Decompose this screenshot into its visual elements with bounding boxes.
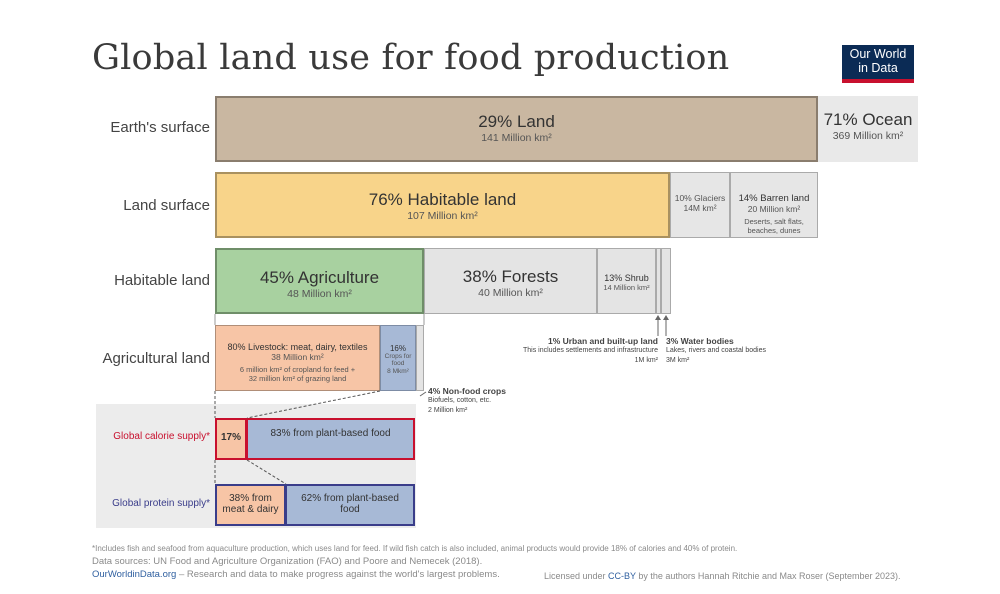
arrowhead-urban xyxy=(655,315,661,320)
owid-logo[interactable]: Our World in Data xyxy=(842,45,914,83)
label-ocean-area: 369 Million km² xyxy=(832,130,904,142)
license-link[interactable]: CC-BY xyxy=(608,571,636,581)
annotation-water: 3% Water bodies Lakes, rivers and coasta… xyxy=(666,336,766,366)
label-forests: 38% Forests xyxy=(462,267,559,286)
segment-water xyxy=(661,248,671,314)
segment-nonfood xyxy=(416,325,424,391)
segment-agriculture: 45% Agriculture 48 Million km² xyxy=(215,248,424,314)
label-habitable: 76% Habitable land xyxy=(368,190,517,209)
annotation-nonfood: 4% Non-food crops Biofuels, cotton, etc.… xyxy=(428,386,506,416)
label-livestock-note-2: 32 million km² of grazing land xyxy=(248,374,347,383)
connector-pro-right xyxy=(246,459,287,485)
row-label-protein: Global protein supply* xyxy=(112,498,210,509)
label-livestock-note-1: 6 million km² of cropland for feed + xyxy=(239,365,356,374)
label-nonfood: 4% Non-food crops xyxy=(428,386,506,396)
logo-line-2: in Data xyxy=(858,61,898,75)
license-prefix: Licensed under xyxy=(544,571,609,581)
segment-habitable: 76% Habitable land 107 Million km² xyxy=(215,172,670,238)
label-crops-pct: 16% xyxy=(389,344,406,353)
footer-tagline: – Research and data to make progress aga… xyxy=(176,569,500,580)
label-shrub: 13% Shrub xyxy=(604,273,649,283)
label-water-area: 3M km² xyxy=(666,357,690,364)
site-link[interactable]: OurWorldinData.org xyxy=(92,569,177,580)
logo-line-1: Our World xyxy=(849,47,907,61)
label-glaciers-area: 14M km² xyxy=(683,203,717,213)
label-barren-area: 20 Million km² xyxy=(747,204,801,214)
label-agriculture-area: 48 Million km² xyxy=(287,288,352,300)
footnote: *Includes fish and seafood from aquacult… xyxy=(92,544,738,553)
segment-barren: 14% Barren land 20 Million km² Deserts, … xyxy=(730,172,818,238)
segment-calorie-plant: 83% from plant-based food xyxy=(247,418,415,460)
segment-livestock: 80% Livestock: meat, dairy, textiles 38 … xyxy=(215,325,380,391)
label-ocean: 71% Ocean xyxy=(823,110,913,129)
row-label-habitable: Habitable land xyxy=(114,272,210,289)
label-land-area: 141 Million km² xyxy=(481,132,552,144)
label-livestock: 80% Livestock: meat, dairy, textiles xyxy=(227,342,368,352)
arrowhead-water xyxy=(663,315,669,320)
label-nonfood-area: 2 Million km² xyxy=(428,407,468,414)
label-protein-animal: 38% from meat & dairy xyxy=(222,493,279,515)
label-glaciers: 10% Glaciers xyxy=(674,193,726,203)
label-protein-plant: 62% from plant-based food xyxy=(301,493,399,515)
label-agriculture: 45% Agriculture xyxy=(259,268,380,287)
label-livestock-area: 38 Million km² xyxy=(271,352,324,362)
annotation-urban: 1% Urban and built-up land This includes… xyxy=(502,336,658,366)
segment-shrub: 13% Shrub 14 Million km² xyxy=(597,248,656,314)
label-calorie-animal: 17% xyxy=(220,432,241,443)
label-barren-note-2: beaches, dunes xyxy=(747,226,801,235)
segment-crops: 16% Crops for food 8 Mkm² xyxy=(380,325,416,391)
license-line: Licensed under CC-BY by the authors Hann… xyxy=(544,571,901,581)
row-label-land: Land surface xyxy=(123,197,210,214)
segment-protein-plant: 62% from plant-based food xyxy=(286,484,415,526)
connector-cal-right xyxy=(246,390,381,419)
data-sources: Data sources: UN Food and Agriculture Or… xyxy=(92,556,483,567)
label-shrub-area: 14 Million km² xyxy=(603,283,650,292)
chart-title: Global land use for food production xyxy=(92,38,730,78)
row-label-earth: Earth's surface xyxy=(110,119,210,136)
label-barren: 14% Barren land xyxy=(738,193,810,204)
segment-forests: 38% Forests 40 Million km² xyxy=(424,248,597,314)
label-urban-note: This includes settlements and infrastruc… xyxy=(522,347,658,354)
label-forests-area: 40 Million km² xyxy=(478,287,543,299)
segment-urban xyxy=(656,248,661,314)
license-suffix: by the authors Hannah Ritchie and Max Ro… xyxy=(635,571,901,581)
label-land: 29% Land xyxy=(478,112,555,131)
label-water: 3% Water bodies xyxy=(666,336,734,346)
label-crops: Crops for food xyxy=(384,353,412,367)
segment-calorie-animal: 17% xyxy=(215,418,247,460)
row-label-calorie: Global calorie supply* xyxy=(113,431,210,442)
footer-attribution: OurWorldinData.org – Research and data t… xyxy=(92,569,500,580)
segment-glaciers: 10% Glaciers 14M km² xyxy=(670,172,730,238)
label-urban-area: 1M km² xyxy=(634,357,658,364)
label-water-note: Lakes, rivers and coastal bodies xyxy=(666,347,766,354)
segment-land: 29% Land 141 Million km² xyxy=(215,96,818,162)
label-crops-area: 8 Mkm² xyxy=(387,368,409,375)
row-label-agricultural: Agricultural land xyxy=(102,350,210,367)
label-nonfood-note: Biofuels, cotton, etc. xyxy=(428,397,492,404)
arrow-nonfood xyxy=(419,391,427,397)
label-barren-note-1: Deserts, salt flats, xyxy=(744,217,804,226)
logo-accent-bar xyxy=(842,79,914,83)
segment-protein-animal: 38% from meat & dairy xyxy=(215,484,286,526)
label-habitable-area: 107 Million km² xyxy=(407,210,478,222)
label-calorie-plant: 83% from plant-based food xyxy=(270,428,391,439)
segment-ocean: 71% Ocean 369 Million km² xyxy=(818,96,918,162)
label-urban: 1% Urban and built-up land xyxy=(547,336,658,346)
